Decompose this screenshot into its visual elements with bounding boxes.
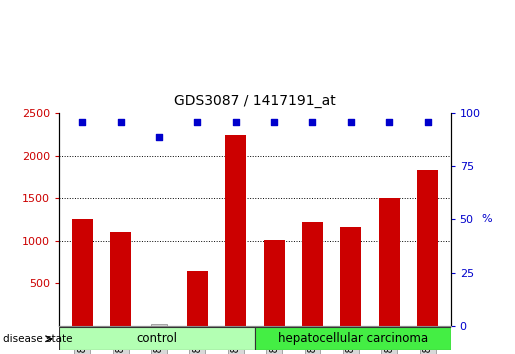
- Bar: [225, 135, 246, 326]
- Bar: [59, 327, 255, 350]
- Bar: [264, 240, 285, 326]
- Bar: [340, 227, 362, 326]
- Point: [347, 119, 355, 125]
- Point: [308, 119, 317, 125]
- Point: [232, 119, 240, 125]
- Bar: [417, 170, 438, 326]
- Text: hepatocellular carcinoma: hepatocellular carcinoma: [278, 332, 428, 346]
- Text: disease state: disease state: [3, 334, 72, 344]
- Y-axis label: %: %: [481, 215, 491, 224]
- Point: [423, 119, 432, 125]
- Text: control: control: [136, 332, 178, 346]
- Bar: [187, 271, 208, 326]
- Bar: [255, 327, 451, 350]
- Bar: [379, 198, 400, 326]
- Title: GDS3087 / 1417191_at: GDS3087 / 1417191_at: [174, 94, 336, 108]
- Bar: [110, 232, 131, 326]
- Bar: [302, 222, 323, 326]
- Point: [155, 134, 163, 139]
- Point: [78, 119, 87, 125]
- Point: [385, 119, 393, 125]
- Point: [270, 119, 278, 125]
- Point: [116, 119, 125, 125]
- Point: [193, 119, 201, 125]
- Bar: [72, 219, 93, 326]
